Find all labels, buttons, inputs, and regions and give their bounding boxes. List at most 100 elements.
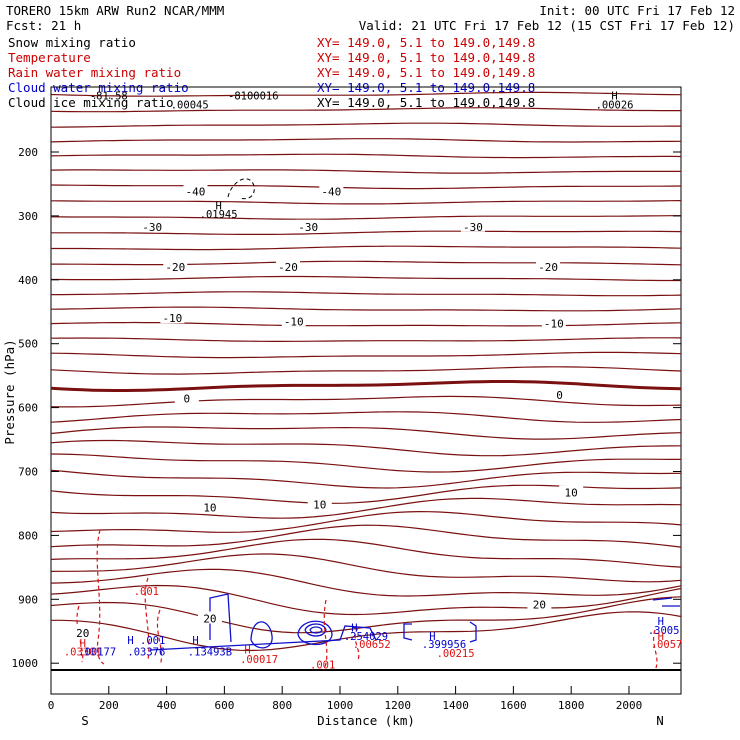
- extremum-label: H: [192, 635, 198, 647]
- isotherm-line: [50, 91, 682, 97]
- isotherm-label: 10: [203, 501, 216, 514]
- isotherm-label: 0: [184, 393, 191, 406]
- extremum-label: .00215: [437, 648, 475, 660]
- axes: 0 200 400 600 800 1000 1200 1400 1600 1800 2000200…: [12, 146, 681, 712]
- isotherm-line: [50, 337, 682, 342]
- y-tick-label: 400: [18, 274, 38, 287]
- extremum-label: H .001: [127, 635, 165, 647]
- cloud-water-contour: [309, 626, 323, 634]
- run-title: TORERO 15km ARW Run2 NCAR/MMM: [6, 3, 224, 18]
- rain-contour: [144, 577, 150, 661]
- legend-temperature: Temperature: [8, 50, 91, 65]
- isotherm-line: [50, 524, 682, 548]
- isotherm-label-bg: [140, 219, 165, 232]
- x-axis-title: Distance (km): [317, 713, 415, 728]
- isotherm-line: [50, 538, 682, 568]
- isotherm-label: -30: [463, 221, 483, 234]
- extremum-label: .03376: [127, 647, 165, 659]
- isotherm-line: [50, 321, 682, 327]
- legend-xy-rain: XY= 149.0, 5.1 to 149.0,149.8: [317, 65, 535, 80]
- isotherm-label-bg: [163, 260, 188, 273]
- rain-contour: [323, 599, 328, 671]
- extremum-label: .03301: [64, 647, 102, 659]
- x-tick-label: 1400: [442, 699, 469, 712]
- extremum-label: H: [611, 91, 617, 103]
- isotherm-label: -10: [284, 315, 304, 328]
- y-tick-label: 600: [18, 402, 38, 415]
- isotherm-label: 10: [313, 499, 326, 512]
- cloud-water-contour: [469, 621, 477, 643]
- isotherm-line: [51, 291, 682, 297]
- legend-xy-cloud-ice: XY= 149.0, 5.1 to 149.0,149.8: [317, 95, 535, 110]
- isotherm-label: 10: [565, 487, 578, 500]
- isotherm-line: [50, 584, 682, 616]
- isotherm-label-bg: [197, 611, 222, 624]
- isotherm-label: -40: [186, 186, 206, 199]
- isotherm-label: -20: [165, 261, 185, 274]
- isotherm-line: [50, 380, 682, 392]
- isotherm-line: [50, 510, 682, 533]
- y-tick-label: 900: [18, 593, 38, 606]
- extremum-label: -81.58: [90, 91, 128, 103]
- valid-time: Valid: 21 UTC Fri 17 Feb 12 (15 CST Fri …: [359, 18, 735, 33]
- extremum-label: .001: [310, 659, 335, 671]
- isotherm-line: [50, 306, 682, 312]
- x-tick-label: 1200: [385, 699, 412, 712]
- y-tick-label: 700: [18, 466, 38, 479]
- extremum-label: H: [351, 622, 357, 634]
- isotherm-label: -20: [538, 261, 558, 274]
- y-tick-label: 1000: [12, 657, 39, 670]
- isotherm-line: [50, 439, 682, 457]
- extremum-label: .3005: [648, 625, 680, 637]
- isotherm-label: 20: [203, 612, 216, 625]
- x-tick-label: 1800: [558, 699, 585, 712]
- extremum-label: .00652: [353, 639, 391, 651]
- isotherm-label-bg: [541, 316, 566, 329]
- legend-snow: Snow mixing ratio: [8, 35, 136, 50]
- x-tick-label: 400: [157, 699, 177, 712]
- temperature-contour-labels: -40 -40 -30 -30 -30 -20 -20 -20 -10 -10 -10 0 0 10 10 1…: [70, 184, 584, 640]
- isotherm-label-bg: [70, 626, 95, 639]
- extremum-label: .0057: [651, 639, 683, 651]
- isotherm-label: -20: [278, 261, 298, 274]
- rain-contour: [156, 609, 163, 666]
- isotherm-line: [50, 366, 682, 375]
- direction-south: S: [81, 713, 89, 728]
- isotherm-line: [51, 260, 682, 266]
- isotherm-label: 20: [76, 627, 89, 640]
- isotherm-line: [50, 351, 682, 359]
- legend-cloud-ice: Cloud ice mixing ratio: [8, 95, 174, 110]
- cloud-water-contour: [149, 625, 377, 651]
- extremum-label: .254029: [344, 631, 388, 643]
- cloud-water-contour: [403, 623, 413, 641]
- extremum-label: H: [658, 616, 664, 628]
- temperature-contours: [50, 91, 682, 652]
- isotherm-line: [50, 469, 682, 489]
- isotherm-line: [50, 395, 682, 408]
- cloud-ice-contour: [227, 178, 255, 200]
- plot-frame: [50, 86, 682, 695]
- extremum-label: .00017: [240, 654, 278, 666]
- forecast-hour: Fcst: 21 h: [6, 18, 81, 33]
- isotherm-line: [50, 411, 682, 423]
- isotherm-label-bg: [536, 260, 561, 273]
- isotherm-line: [51, 245, 682, 251]
- rain-contour: [96, 529, 105, 665]
- isotherm-line: [50, 122, 681, 128]
- isotherm-label-bg: [197, 500, 222, 513]
- isotherm-label-bg: [527, 597, 552, 610]
- extremum-label: .001: [134, 586, 159, 598]
- cloud-water-contours: [149, 593, 680, 651]
- cloud-water-contour: [304, 623, 327, 637]
- isotherm-label-bg: [281, 314, 306, 327]
- isotherm-label-bg: [547, 387, 572, 400]
- legend-rain: Rain water mixing ratio: [8, 65, 181, 80]
- isotherm-label-bg: [160, 311, 185, 324]
- cloud-water-contour: [250, 621, 273, 649]
- y-tick-label: 200: [18, 146, 38, 159]
- extremum-label: H: [80, 638, 86, 650]
- isotherm-line: [51, 611, 682, 652]
- isotherm-label-bg: [296, 219, 321, 232]
- cloud-water-contour: [652, 597, 673, 601]
- isotherm-label: -10: [162, 312, 182, 325]
